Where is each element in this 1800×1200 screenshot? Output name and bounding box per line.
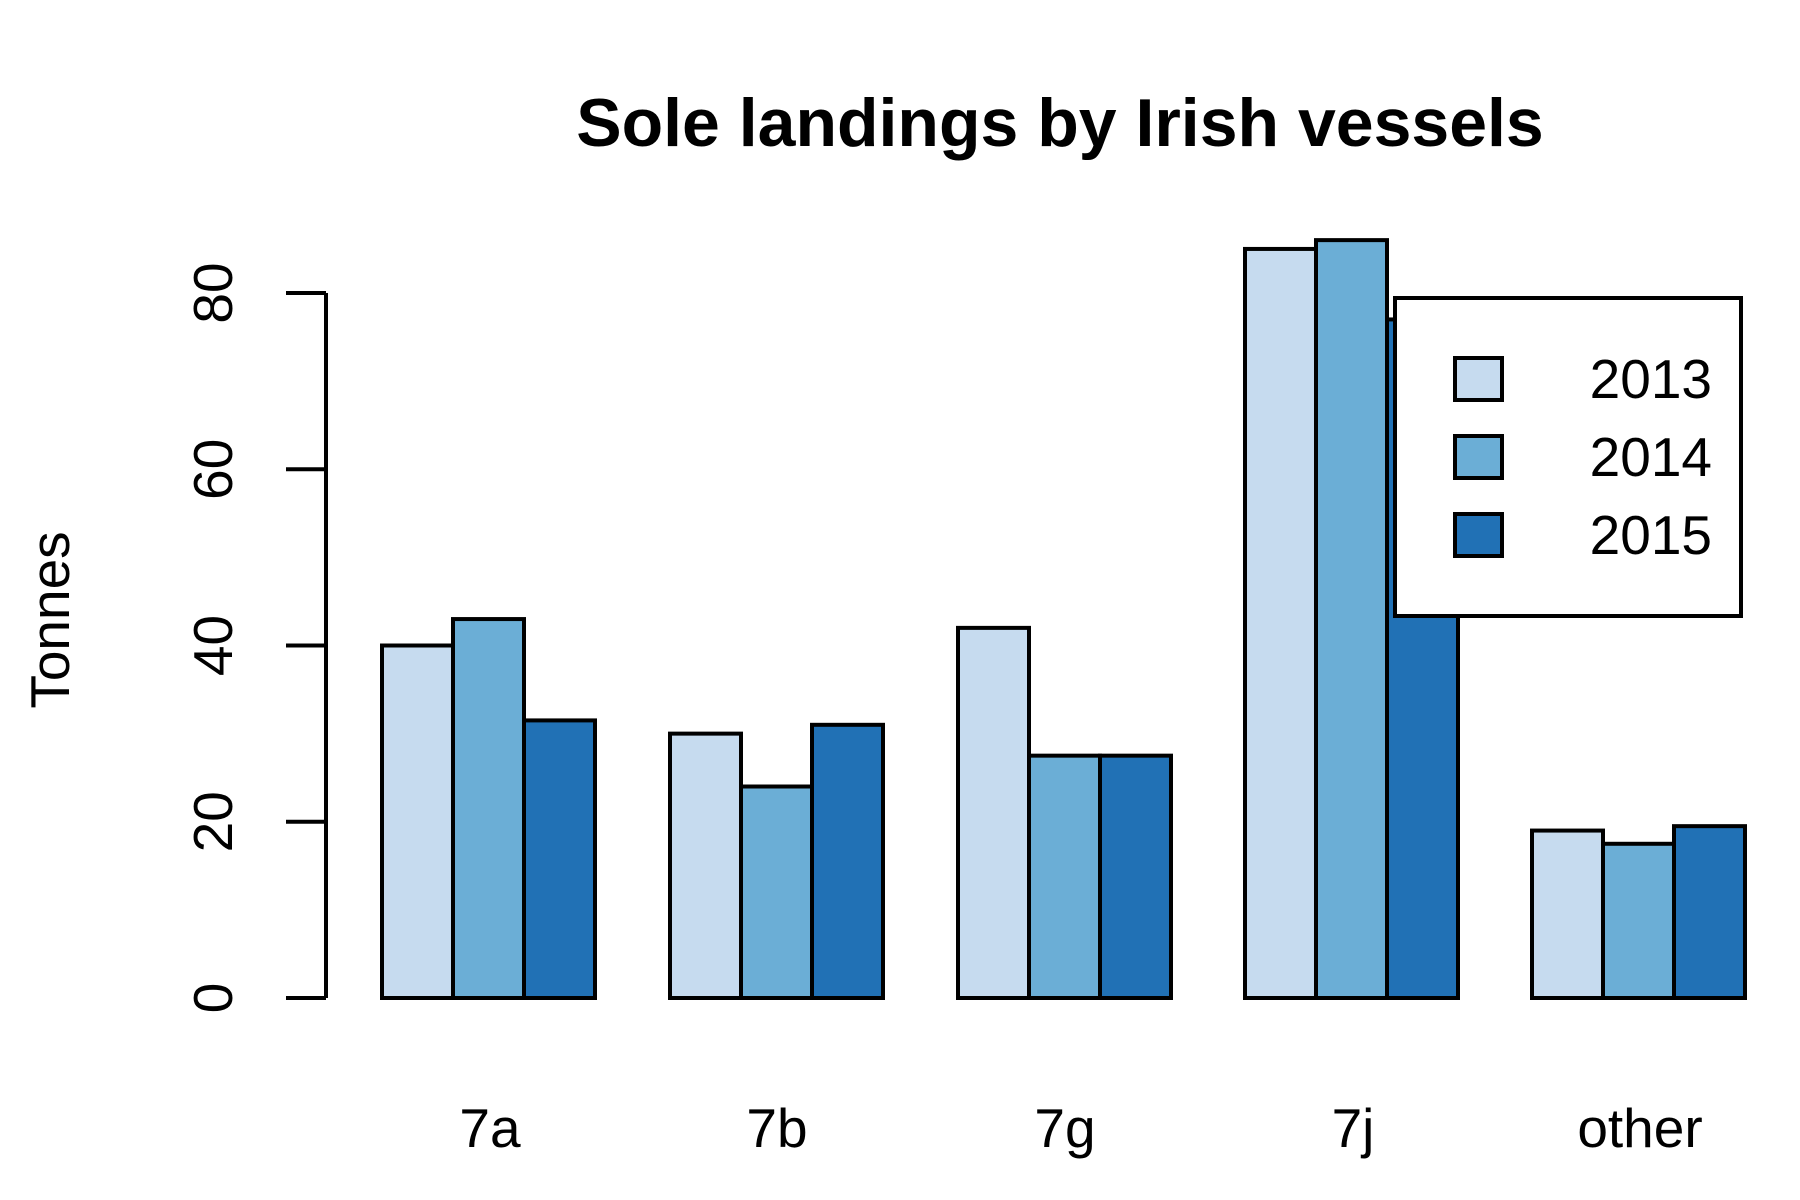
y-tick-label: 40 [182,615,244,676]
y-tick-label: 60 [182,439,244,500]
chart-title: Sole landings by Irish vessels [576,85,1544,161]
bar-7j-2013 [1243,246,1318,1000]
x-tick-label: 7g [1034,1097,1095,1159]
y-axis-label: Tonnes [19,531,81,708]
bar-7g-2015 [1098,753,1173,1000]
x-tick-label: other [1577,1097,1702,1159]
legend: 2013 2014 2015 [1393,296,1743,618]
y-axis: 0 20 40 60 80 [182,262,328,1014]
bar-7a-2015 [522,718,597,1000]
legend-label-2015: 2015 [1590,504,1712,566]
bar-7a-2013 [380,643,455,1000]
y-tick-label: 0 [182,983,244,1014]
x-tick-label: 7j [1332,1097,1375,1159]
legend-swatch-2014 [1453,434,1504,480]
bar-other-2013 [1530,828,1605,1000]
x-axis-labels: 7a 7b 7g 7j other [459,1097,1702,1159]
bar-7b-2013 [668,731,743,1000]
bar-other-2015 [1672,824,1747,1000]
y-tick-label: 80 [182,262,244,323]
bars-group [380,238,1747,1000]
bar-other-2014 [1601,841,1676,1000]
bar-7g-2014 [1027,753,1102,1000]
x-tick-label: 7b [746,1097,807,1159]
legend-swatch-2015 [1453,512,1504,558]
bar-7j-2014 [1314,238,1389,1000]
legend-box [1393,296,1743,618]
legend-swatch-2013 [1453,356,1504,402]
bar-7b-2015 [810,722,885,1000]
bar-7b-2014 [739,784,814,1000]
legend-label-2013: 2013 [1590,348,1712,410]
x-tick-label: 7a [459,1097,521,1159]
bar-7a-2014 [451,617,526,1000]
legend-label-2014: 2014 [1590,426,1712,488]
y-tick-label: 20 [182,791,244,852]
bar-7g-2013 [956,625,1031,1000]
